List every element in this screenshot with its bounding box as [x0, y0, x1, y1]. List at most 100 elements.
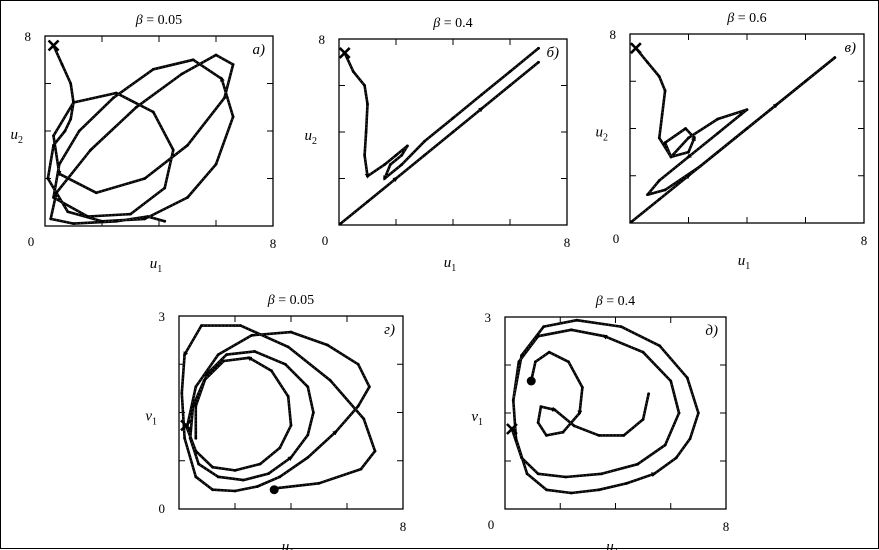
- data-point: [674, 456, 678, 460]
- data-point: [49, 217, 53, 221]
- data-point: [542, 325, 546, 328]
- data-point: [66, 210, 70, 214]
- data-point: [151, 67, 155, 71]
- data-point: [256, 485, 259, 488]
- data-point: [112, 96, 115, 100]
- data-point: [171, 148, 175, 152]
- data-point: [669, 155, 673, 159]
- data-point: [539, 405, 543, 408]
- trajectory-line: [343, 47, 540, 180]
- data-point: [306, 433, 310, 437]
- plot-area: [510, 318, 700, 495]
- plot-area: [180, 324, 377, 493]
- data-point: [406, 144, 409, 148]
- data-point: [163, 186, 167, 190]
- data-point: [191, 404, 195, 408]
- data-point: [194, 404, 198, 408]
- start-marker: [180, 419, 192, 432]
- data-point: [312, 411, 315, 414]
- data-point: [194, 475, 198, 479]
- trajectory-dots: [530, 351, 650, 437]
- data-point: [216, 353, 220, 356]
- trajectory-dots: [635, 47, 836, 196]
- data-point: [641, 418, 645, 421]
- x-label-base: u: [444, 255, 452, 271]
- data-point: [69, 82, 73, 85]
- data-point: [69, 117, 73, 121]
- data-point: [597, 488, 601, 492]
- data-point: [194, 449, 198, 453]
- end-marker: [526, 376, 536, 386]
- data-point: [223, 96, 226, 100]
- x-tick-label: 8: [723, 519, 730, 534]
- data-point: [520, 354, 523, 357]
- trajectory-dots: [340, 61, 539, 225]
- data-point: [231, 63, 235, 66]
- data-point: [580, 386, 584, 389]
- data-point: [578, 411, 581, 415]
- title-value: = 0.4: [603, 294, 635, 309]
- data-point: [328, 378, 332, 382]
- data-point: [383, 163, 386, 166]
- panel-label: в): [844, 40, 856, 56]
- x-tick-label: 8: [400, 519, 407, 534]
- data-point: [636, 462, 639, 466]
- data-point: [696, 411, 700, 415]
- x-label-base: u: [150, 256, 158, 272]
- data-point: [247, 356, 251, 360]
- y-label-base: u: [596, 125, 604, 141]
- x-axis-label: u1: [150, 256, 163, 275]
- panel-title: β = 0.4: [595, 294, 635, 309]
- data-point: [278, 475, 282, 479]
- data-point: [394, 153, 398, 157]
- data-point: [363, 84, 367, 87]
- data-point: [52, 143, 55, 147]
- data-point: [480, 93, 483, 97]
- data-point: [663, 89, 667, 93]
- data-point: [180, 72, 184, 76]
- data-point: [366, 174, 369, 178]
- data-point: [57, 172, 61, 176]
- data-point: [533, 360, 537, 364]
- data-point: [658, 344, 662, 348]
- y-label-base: v: [471, 409, 478, 425]
- y-axis-label: u2: [305, 128, 318, 147]
- data-point: [657, 197, 661, 201]
- y-label-sub: 2: [312, 136, 317, 147]
- data-point: [191, 58, 195, 62]
- trajectory-dots: [631, 57, 836, 223]
- x-label-base: u: [738, 253, 746, 269]
- data-point: [561, 430, 565, 434]
- x-label-base: u: [282, 539, 290, 550]
- data-point: [60, 63, 64, 66]
- data-point: [94, 191, 98, 195]
- y-axis-label: u2: [596, 125, 609, 144]
- y-tick-label: 8: [319, 32, 326, 47]
- data-point: [205, 372, 209, 376]
- data-point: [368, 385, 371, 389]
- start-marker: [629, 42, 642, 55]
- data-point: [423, 139, 426, 143]
- data-point: [163, 219, 167, 223]
- x-axis-label: u1: [738, 253, 751, 272]
- title-value: = 0.05: [275, 293, 314, 308]
- data-point: [114, 91, 118, 95]
- panel-4: β = 0.05г)803u1v1: [145, 293, 406, 550]
- data-point: [216, 475, 220, 479]
- data-point: [647, 392, 651, 396]
- data-point: [716, 131, 720, 135]
- data-point: [525, 472, 529, 476]
- y-tick-label: 0: [159, 501, 166, 516]
- data-point: [233, 469, 237, 472]
- x-tick-label: 0: [28, 234, 35, 249]
- panel-title: β = 0.05: [267, 293, 314, 308]
- data-point: [134, 105, 138, 109]
- data-point: [569, 491, 573, 495]
- y-label-base: u: [11, 127, 19, 143]
- data-point: [657, 136, 661, 140]
- data-point: [86, 215, 90, 218]
- data-point: [688, 437, 692, 440]
- data-point: [242, 478, 245, 482]
